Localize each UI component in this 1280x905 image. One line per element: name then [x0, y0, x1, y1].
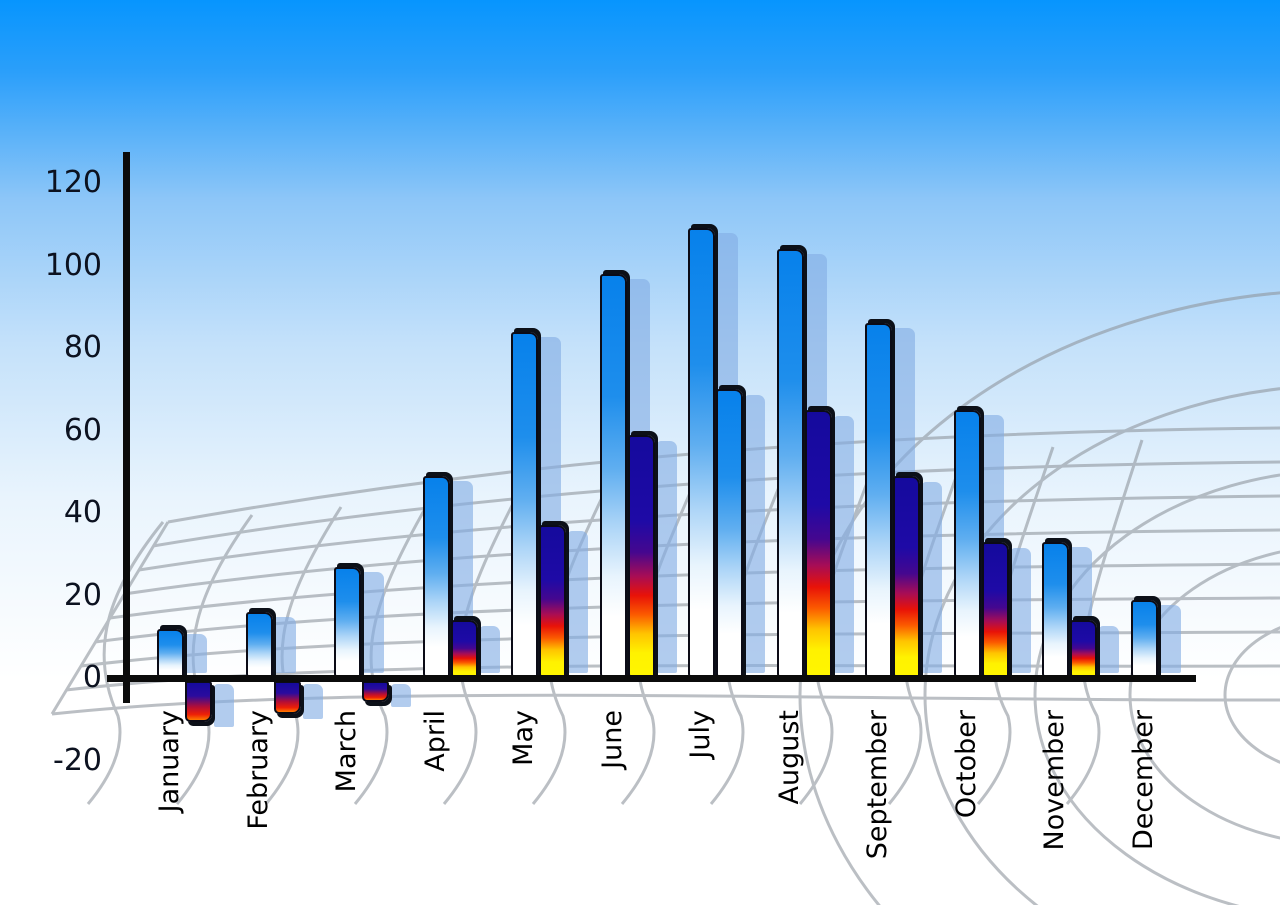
bar-series1-april: [422, 475, 450, 679]
bar-series1-august: [776, 249, 804, 679]
x-label-december: December: [1127, 710, 1159, 851]
bar-series2-july: [716, 389, 743, 679]
echo-bar-series2-august: [833, 415, 854, 673]
bar-series2-march: [362, 681, 389, 702]
x-label-september: September: [862, 710, 893, 860]
x-label-january: January: [154, 710, 185, 813]
y-tick-0: 0: [82, 660, 102, 695]
echo-bar-series1-december: [1157, 604, 1181, 673]
bar-series1-june: [599, 273, 627, 679]
bar-series1-february: [245, 612, 273, 679]
bar-series2-october: [981, 541, 1009, 679]
bar-series2-september: [893, 475, 920, 679]
x-label-february: February: [242, 710, 274, 830]
bar-series1-december: [1130, 599, 1158, 679]
bar-series1-may: [511, 331, 538, 679]
x-label-may: May: [508, 710, 539, 766]
x-label-october: October: [950, 710, 982, 819]
echo-bar-series1-february: [272, 617, 296, 673]
echo-bar-series2-september: [922, 481, 942, 673]
bar-series2-january: [185, 681, 212, 723]
bar-series2-may: [539, 525, 566, 679]
echo-bar-series2-november: [1099, 626, 1119, 673]
echo-bar-series2-february: [302, 684, 323, 719]
x-label-november: November: [1039, 710, 1070, 851]
y-tick--20: -20: [53, 742, 102, 778]
x-label-march: March: [331, 710, 362, 793]
y-tick-100: 100: [44, 247, 102, 283]
y-tick-120: 120: [44, 165, 102, 200]
echo-bar-series2-july: [745, 395, 765, 673]
bar-series2-april: [450, 620, 478, 679]
echo-bar-series2-october: [1010, 547, 1031, 673]
bar-series2-february: [273, 681, 301, 714]
echo-bar-series2-march: [391, 684, 411, 707]
x-label-june: June: [596, 710, 628, 769]
y-tick-60: 60: [63, 412, 102, 448]
x-label-april: April: [419, 710, 451, 772]
bar-series2-november: [1070, 620, 1097, 679]
bar-series2-august: [804, 409, 832, 679]
x-label-july: July: [685, 710, 716, 759]
bar-series1-september: [865, 323, 892, 679]
y-tick-40: 40: [63, 495, 102, 530]
bar-series2-june: [627, 434, 655, 679]
y-axis-line: [123, 152, 130, 703]
zero-baseline: [107, 675, 1196, 682]
bar-series1-march: [334, 566, 361, 679]
bar-series1-october: [953, 409, 981, 679]
echo-bar-series1-march: [361, 571, 384, 673]
y-tick-20: 20: [63, 577, 102, 613]
echo-bar-series2-april: [479, 626, 500, 673]
echo-bar-series2-january: [214, 684, 234, 728]
bar-series1-july: [688, 228, 715, 679]
echo-bar-series2-june: [656, 440, 677, 673]
y-tick-80: 80: [63, 330, 102, 365]
echo-bar-series2-may: [568, 531, 588, 673]
echo-bar-series1-january: [184, 633, 207, 673]
bar-series1-january: [157, 628, 184, 679]
bar-series1-november: [1042, 541, 1069, 679]
x-label-august: August: [773, 710, 805, 805]
